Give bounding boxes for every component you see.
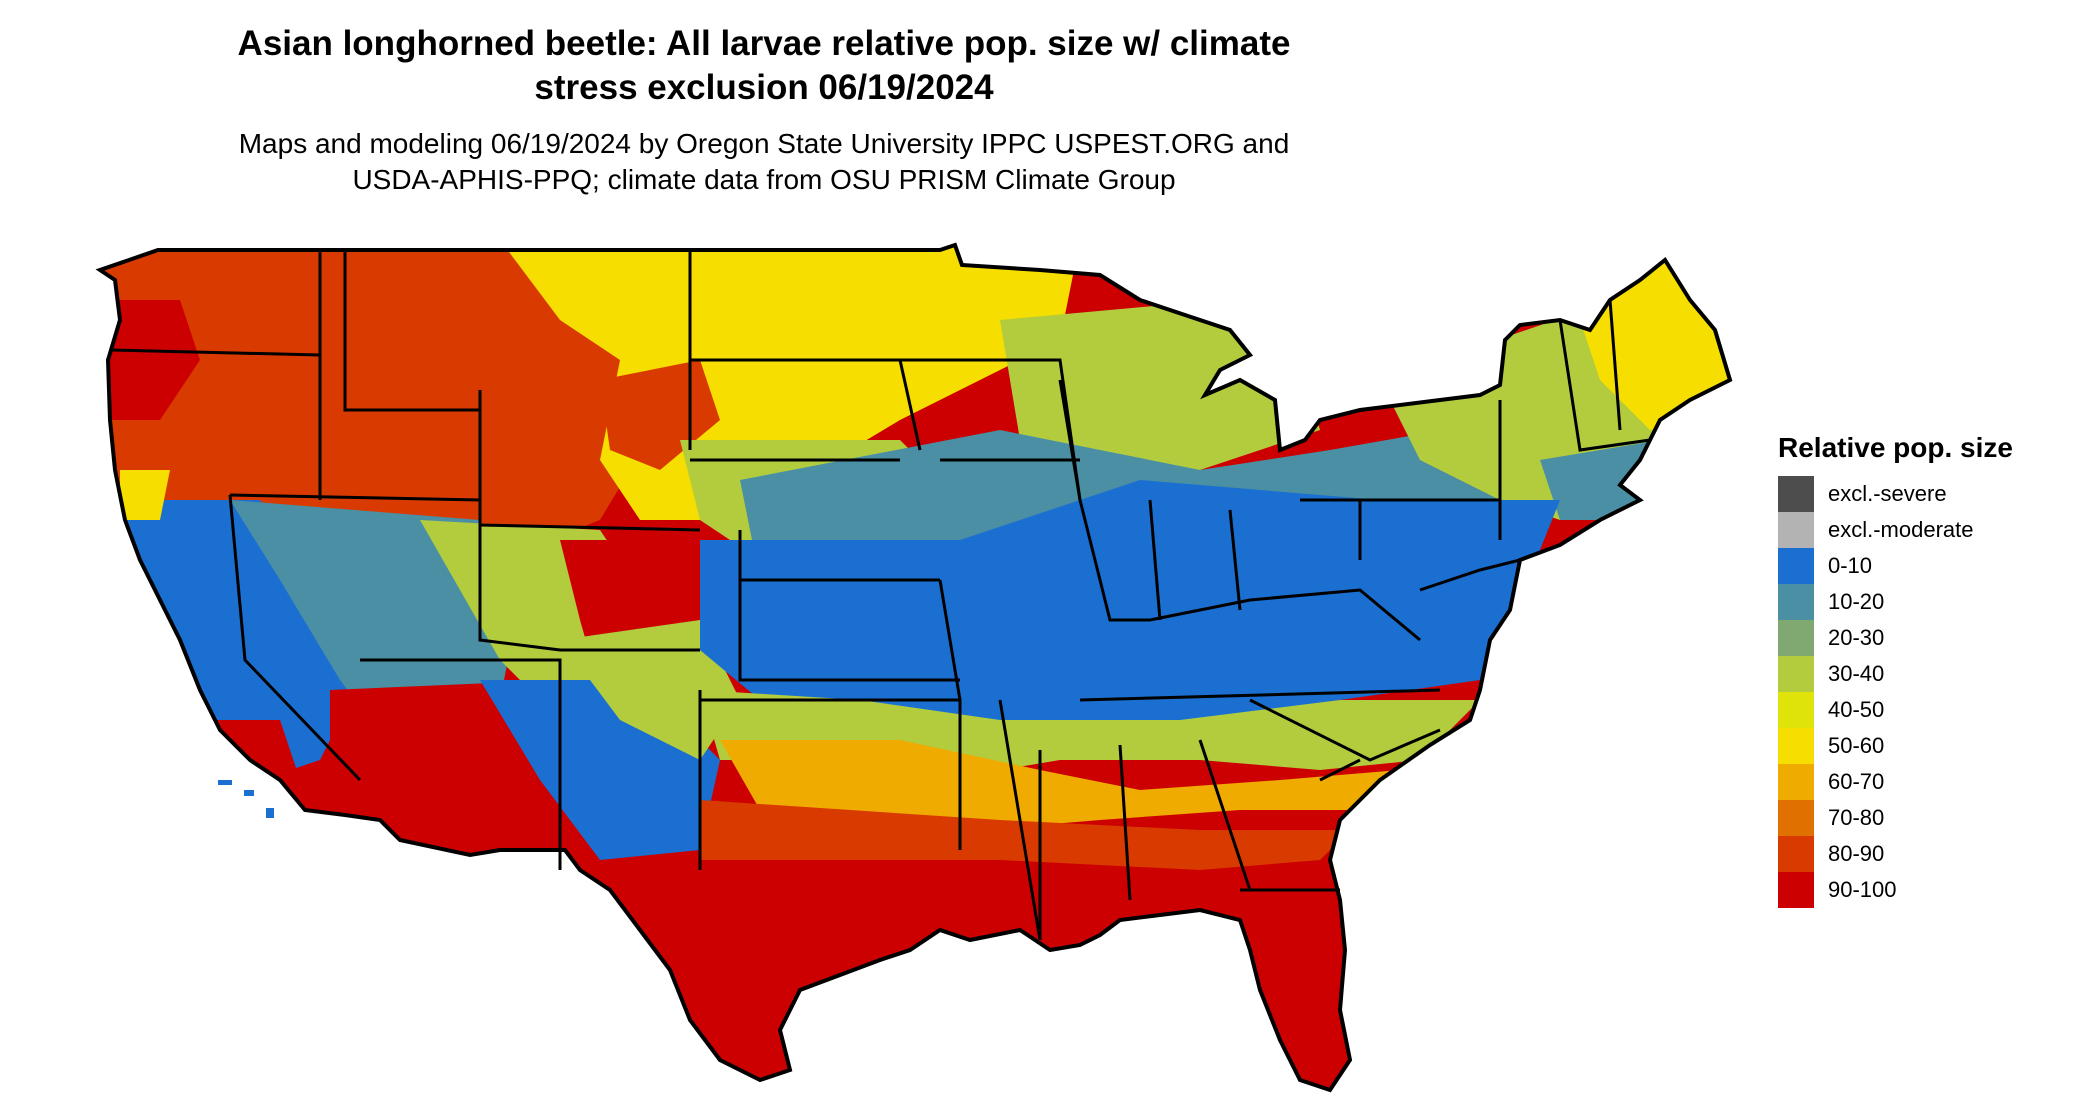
- legend-swatch: [1778, 800, 1814, 836]
- legend-label: excl.-moderate: [1828, 517, 1974, 542]
- legend-label: 20-30: [1828, 625, 1885, 650]
- legend-swatch: [1778, 512, 1814, 548]
- legend-item: 30-40: [1778, 656, 2013, 692]
- legend-label: 90-100: [1828, 877, 1897, 902]
- legend-swatch: [1778, 692, 1814, 728]
- legend-swatch: [1778, 836, 1814, 872]
- legend-item: 0-10: [1778, 548, 2013, 584]
- title-line-1: Asian longhorned beetle: All larvae rela…: [237, 24, 1291, 63]
- legend-item: 50-60: [1778, 728, 2013, 764]
- legend-swatch: [1778, 728, 1814, 764]
- legend-item: 70-80: [1778, 800, 2013, 836]
- legend-title: Relative pop. size: [1778, 432, 2013, 463]
- legend-item: 40-50: [1778, 692, 2013, 728]
- legend-label: 50-60: [1828, 733, 1885, 758]
- legend-swatch: [1778, 584, 1814, 620]
- legend-swatch: [1778, 548, 1814, 584]
- legend-item: excl.-severe: [1778, 476, 2013, 512]
- subtitle-line-1: Maps and modeling 06/19/2024 by Oregon S…: [238, 128, 1290, 159]
- legend-item: 80-90: [1778, 836, 2013, 872]
- legend-swatch: [1778, 476, 1814, 512]
- legend-label: 70-80: [1828, 805, 1885, 830]
- legend-label: 40-50: [1828, 697, 1885, 722]
- legend-item: 90-100: [1778, 872, 2013, 908]
- legend-item: excl.-moderate: [1778, 512, 2013, 548]
- legend-label: excl.-severe: [1828, 481, 1947, 506]
- legend-swatch: [1778, 656, 1814, 692]
- legend-label: 10-20: [1828, 589, 1885, 614]
- legend-label: 60-70: [1828, 769, 1885, 794]
- legend-item: 60-70: [1778, 764, 2013, 800]
- legend-label: 80-90: [1828, 841, 1885, 866]
- legend-swatch: [1778, 620, 1814, 656]
- legend-label: 0-10: [1828, 553, 1873, 578]
- channel-islands: [218, 780, 274, 818]
- legend-items: excl.-severe excl.-moderate 0-10 10-20 2…: [1778, 476, 2013, 908]
- map-subtitle: Maps and modeling 06/19/2024 by Oregon S…: [0, 126, 1814, 198]
- legend-swatch: [1778, 764, 1814, 800]
- title-line-2: stress exclusion 06/19/2024: [534, 68, 994, 107]
- legend-label: 30-40: [1828, 661, 1885, 686]
- legend-item: 20-30: [1778, 620, 2013, 656]
- legend-swatch: [1778, 872, 1814, 908]
- map-title: Asian longhorned beetle: All larvae rela…: [0, 22, 1814, 110]
- legend-item: 10-20: [1778, 584, 2013, 620]
- map-legend: Relative pop. size excl.-severe excl.-mo…: [1778, 432, 2013, 908]
- subtitle-line-2: USDA-APHIS-PPQ; climate data from OSU PR…: [352, 164, 1176, 195]
- state-boundaries: [109, 250, 1651, 941]
